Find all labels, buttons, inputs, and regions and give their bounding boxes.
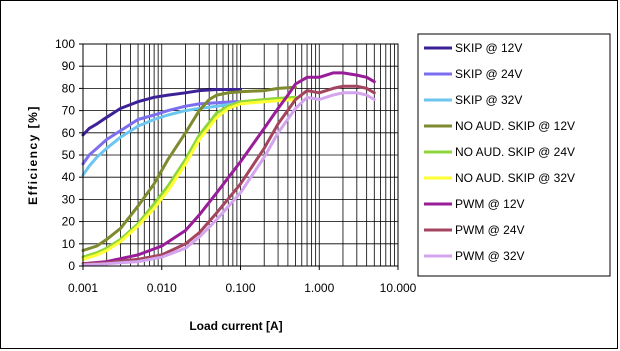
y-tick-label: 80 (62, 81, 76, 95)
y-tick-label: 70 (62, 104, 76, 118)
legend-label: NO AUD. SKIP @ 24V (455, 145, 575, 159)
series-line (81, 102, 242, 177)
x-tick-label: 0.010 (147, 281, 177, 295)
y-tick-labels: 0 10 20 30 40 50 60 70 80 90 100 (55, 37, 83, 273)
y-tick-label: 20 (62, 215, 76, 229)
legend-label: SKIP @ 12V (455, 41, 522, 55)
series-lines (81, 71, 376, 267)
legend-label: NO AUD. SKIP @ 32V (455, 171, 575, 185)
x-axis-title: Load current [A] (189, 319, 282, 333)
legend-label: PWM @ 32V (455, 249, 525, 263)
y-tick-label: 90 (62, 59, 76, 73)
legend-label: SKIP @ 24V (455, 67, 522, 81)
legend-label: PWM @ 12V (455, 197, 525, 211)
series-line (81, 98, 297, 261)
legend-label: PWM @ 24V (455, 223, 525, 237)
legend: SKIP @ 12V SKIP @ 24V SKIP @ 32V NO AUD. SK… (417, 33, 611, 277)
series-line (81, 84, 376, 266)
x-tick-label: 0.100 (225, 281, 255, 295)
x-tick-label: 0.001 (68, 281, 98, 295)
y-tick-label: 10 (62, 237, 76, 251)
y-tick-label: 40 (62, 170, 76, 184)
series-line (81, 71, 376, 266)
x-tick-labels: 0.001 0.010 0.100 1.000 10.000 (68, 266, 417, 295)
series-line (81, 100, 242, 166)
y-tick-label: 100 (55, 37, 75, 51)
x-tick-label: 10.000 (380, 281, 417, 295)
series-line (81, 85, 297, 252)
y-tick-label: 60 (62, 126, 76, 140)
y-axis-title: Efficiency [%] (26, 105, 40, 205)
y-tick-label: 30 (62, 192, 76, 206)
legend-label: SKIP @ 32V (455, 93, 522, 107)
y-tick-label: 0 (68, 259, 75, 273)
series-line (81, 91, 376, 267)
series-line (81, 88, 242, 137)
x-tick-label: 1.000 (304, 281, 334, 295)
legend-label: NO AUD. SKIP @ 12V (455, 119, 575, 133)
series-line (81, 95, 297, 259)
y-tick-label: 50 (62, 148, 76, 162)
